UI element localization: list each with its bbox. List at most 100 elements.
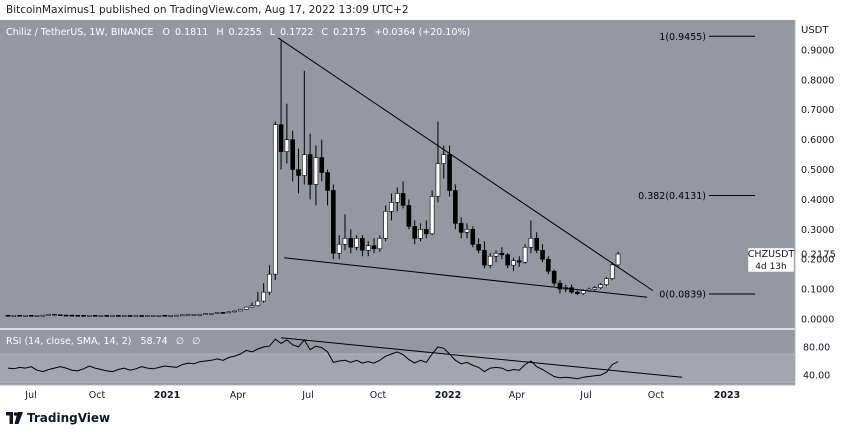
candle <box>267 265 272 296</box>
candle <box>516 256 522 267</box>
chart-area[interactable]: 0.9000 0.8000 0.7000 0.6000 0.5000 0.4000 0.30… <box>0 20 850 405</box>
candle-body-down <box>458 223 464 233</box>
candle <box>377 235 383 252</box>
candle-body-down <box>447 154 452 191</box>
candle <box>185 314 191 316</box>
candle <box>365 241 371 257</box>
candle-body-down <box>360 237 365 251</box>
main-pane-background[interactable] <box>0 20 795 328</box>
candle-body-up <box>226 311 232 314</box>
price-tick-label: 0.5000 <box>801 165 834 176</box>
candle <box>371 238 377 254</box>
candle <box>354 235 359 251</box>
candle <box>46 313 51 316</box>
rsi-legend[interactable]: RSI (14, close, SMA, 14, 2) 58.74 ∅ ∅ <box>6 336 200 347</box>
time-axis-ticks: Jul Oct 2021 Apr Jul Oct 2022 Apr Jul Oct 2023 <box>24 390 740 401</box>
price-tick-label: 0.4000 <box>801 195 834 206</box>
candle <box>551 269 557 287</box>
candle-body-down <box>534 237 540 251</box>
candle-body-up <box>377 237 383 250</box>
rsi-trendline[interactable] <box>281 337 683 378</box>
candle-body-up <box>354 237 359 248</box>
candle-body-up <box>528 237 534 248</box>
time-tick-label: Jul <box>579 390 591 401</box>
price-tick-label: 0.3000 <box>801 225 834 236</box>
candle <box>69 314 75 317</box>
ohlc-l-label: L <box>270 27 276 38</box>
candle <box>575 290 580 296</box>
rsi-axis-ticks: 80.00 40.00 <box>803 342 830 381</box>
candle-body-down <box>516 260 522 263</box>
fib-label: 0(0.0839) <box>659 289 706 300</box>
rsi-empty-1: ∅ <box>176 336 184 347</box>
time-tick-label: Apr <box>509 390 526 401</box>
candle-body-down <box>75 314 81 317</box>
candle-body-down <box>116 315 121 317</box>
time-axis[interactable] <box>0 385 795 405</box>
candle <box>615 251 621 268</box>
candle-body-down <box>551 270 557 284</box>
candle-body-up <box>232 310 237 313</box>
candle-body-up <box>464 229 470 233</box>
candle <box>592 286 598 291</box>
candle <box>214 312 220 314</box>
candle <box>272 121 278 281</box>
price-tick-label: 0.0000 <box>801 315 834 326</box>
candle <box>87 315 92 317</box>
fib-label: 1(0.9455) <box>659 32 706 43</box>
candle <box>598 283 603 290</box>
candle-body-up <box>46 313 51 316</box>
candle <box>156 314 162 317</box>
time-tick-label: Oct <box>89 390 106 401</box>
candle-body-up <box>243 306 249 310</box>
candle-body-up <box>580 290 586 294</box>
candle-body-up <box>203 313 208 315</box>
trendline[interactable] <box>277 37 654 292</box>
candle-body-down <box>470 229 476 245</box>
candle <box>482 241 487 269</box>
time-tick-label: 2021 <box>154 390 180 401</box>
ohlc-c-value: 0.2175 <box>333 27 366 38</box>
candle <box>609 262 615 281</box>
candle <box>34 315 40 317</box>
candle-body-down <box>57 314 63 316</box>
candle-body-up <box>238 309 243 312</box>
candle <box>400 181 406 209</box>
candle <box>557 280 563 294</box>
candle <box>383 205 388 242</box>
rsi-series <box>7 337 683 380</box>
candle-body-down <box>296 169 301 176</box>
candle-body-up <box>255 300 261 306</box>
candle <box>511 257 516 272</box>
price-axis[interactable] <box>795 20 850 405</box>
candle-body-up <box>487 255 493 266</box>
tradingview-logo-icon <box>6 412 23 424</box>
ohlc-o-label: O <box>163 27 170 38</box>
chart-legend[interactable]: Chiliz / TetherUS, 1W, BINANCE O 0.1811 … <box>6 27 470 38</box>
candle-body-up <box>302 154 307 176</box>
candle <box>470 226 476 248</box>
rsi-value: 58.74 <box>140 336 167 347</box>
candle-body-up <box>418 229 423 239</box>
candle <box>28 315 34 317</box>
trendline[interactable] <box>283 257 648 298</box>
candle <box>110 315 115 317</box>
axis-unit: USDT <box>801 25 829 36</box>
ohlc-h-value: 0.2255 <box>229 27 262 38</box>
candle <box>435 121 441 203</box>
candle-body-up <box>383 211 388 239</box>
fib-levels: 1(0.9455) 0.382(0.4131) 0(0.0839) <box>638 32 755 300</box>
tradingview-logo[interactable]: TradingView <box>6 411 110 425</box>
candle <box>336 235 342 260</box>
fib-label: 0.382(0.4131) <box>638 191 706 202</box>
candle-body-down <box>104 315 110 317</box>
candle-body-up <box>522 246 528 263</box>
candle-body-up <box>394 193 400 203</box>
candle <box>232 310 237 313</box>
last-price-tag[interactable]: CHZUSDT 4d 13h 0.2175 <box>747 247 836 273</box>
candle-body-down <box>290 139 295 170</box>
candle <box>331 184 336 260</box>
candle-body-up <box>365 245 371 251</box>
candle <box>604 277 609 287</box>
candle <box>319 139 325 182</box>
